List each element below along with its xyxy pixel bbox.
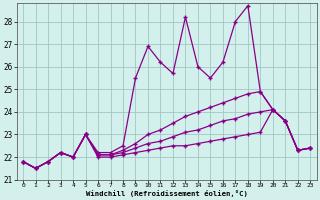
X-axis label: Windchill (Refroidissement éolien,°C): Windchill (Refroidissement éolien,°C) [86,190,248,197]
